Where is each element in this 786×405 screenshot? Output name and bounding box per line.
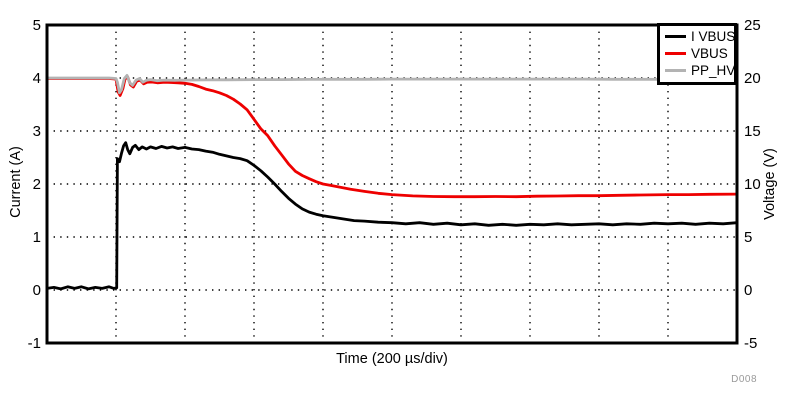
right-axis-title: Voltage (V) bbox=[762, 148, 778, 220]
legend-label: I VBUS bbox=[691, 28, 736, 44]
right-axis-tick-label: 15 bbox=[744, 123, 761, 140]
right-axis-tick-label: 25 bbox=[744, 17, 761, 34]
left-axis-title: Current (A) bbox=[8, 146, 24, 218]
series-line-pp_hv bbox=[47, 74, 738, 95]
gridlines bbox=[47, 25, 737, 343]
legend-line-swatch bbox=[665, 52, 686, 55]
plot-border bbox=[45, 23, 739, 345]
legend-line-swatch bbox=[665, 35, 686, 38]
legend-row: PP_HV bbox=[665, 64, 735, 78]
legend-line-swatch bbox=[665, 69, 686, 72]
legend: I VBUS VBUS PP_HV bbox=[657, 23, 737, 85]
right-axis-tick-label: 10 bbox=[744, 176, 761, 193]
right-axis-tick-label: 0 bbox=[744, 282, 752, 299]
series-line-vbus bbox=[47, 75, 738, 199]
right-axis-tick-label: -5 bbox=[744, 335, 757, 352]
legend-row: I VBUS bbox=[665, 30, 735, 44]
left-axis-tick-label: 1 bbox=[33, 229, 41, 246]
x-axis-title: Time (200 µs/div) bbox=[336, 351, 448, 367]
left-axis-tick-label: 2 bbox=[33, 176, 41, 193]
series-line-i-vbus bbox=[46, 141, 738, 291]
left-axis-tick-label: -1 bbox=[28, 335, 41, 352]
left-axis-tick-label: 0 bbox=[33, 282, 41, 299]
watermark: D008 bbox=[731, 374, 757, 385]
legend-row: VBUS bbox=[665, 47, 730, 61]
left-axis-tick-label: 4 bbox=[33, 70, 41, 87]
right-axis-tick-label: 20 bbox=[744, 70, 761, 87]
data-series bbox=[46, 74, 738, 291]
left-axis-tick-label: 3 bbox=[33, 123, 41, 140]
legend-label: VBUS bbox=[691, 45, 728, 61]
right-axis-tick-label: 5 bbox=[744, 229, 752, 246]
legend-label: PP_HV bbox=[691, 62, 736, 78]
left-axis-tick-label: 5 bbox=[33, 17, 41, 34]
